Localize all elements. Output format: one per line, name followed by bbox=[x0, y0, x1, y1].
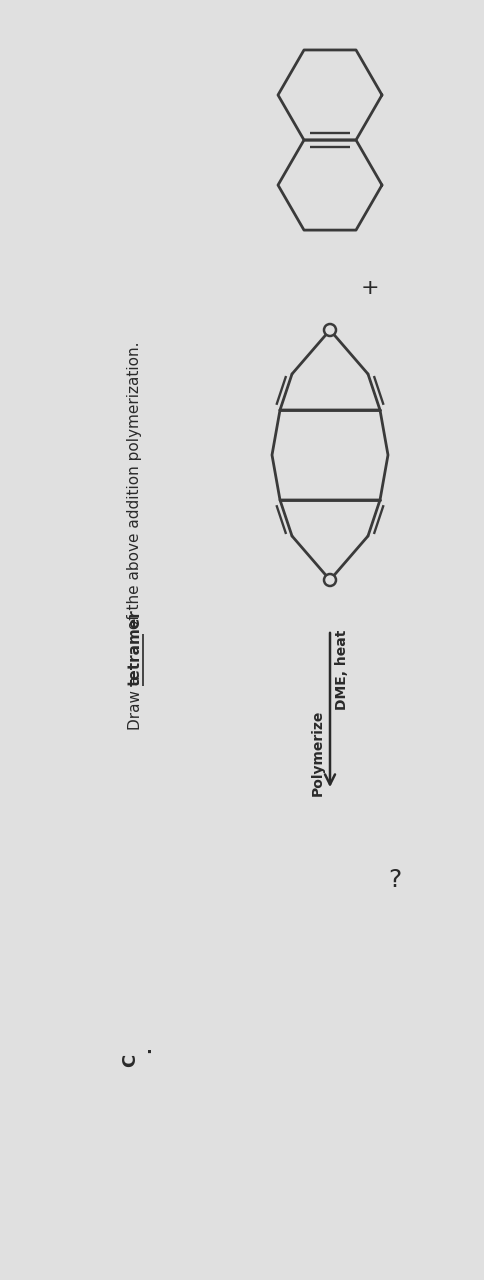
Text: +: + bbox=[361, 278, 379, 298]
Text: tetramer: tetramer bbox=[127, 609, 142, 686]
Circle shape bbox=[324, 324, 336, 335]
Text: Draw a: Draw a bbox=[127, 671, 142, 730]
Text: DME, heat: DME, heat bbox=[335, 630, 349, 710]
Text: C: C bbox=[121, 1053, 139, 1066]
Text: ?: ? bbox=[388, 868, 402, 892]
Text: of the above addition polymerization.: of the above addition polymerization. bbox=[127, 342, 142, 634]
Text: Polymerize: Polymerize bbox=[311, 710, 325, 796]
Text: .: . bbox=[136, 1047, 154, 1053]
Circle shape bbox=[324, 573, 336, 586]
